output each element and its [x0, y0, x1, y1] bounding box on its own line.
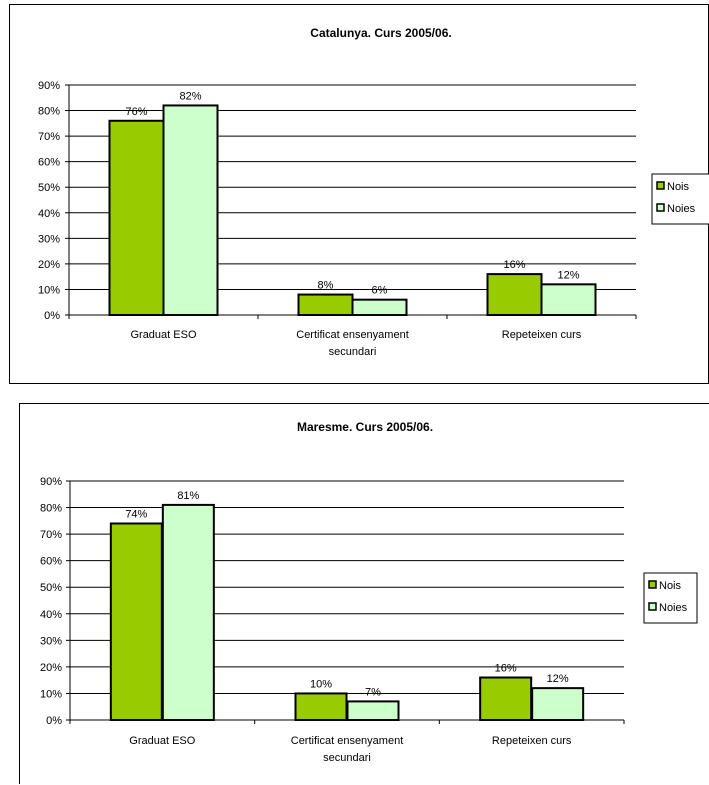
chart-title: Maresme. Curs 2005/06. [297, 420, 433, 434]
bar-nois [486, 273, 543, 317]
data-label: 74% [125, 508, 147, 520]
legend-swatch [648, 580, 657, 589]
legend-swatch [656, 181, 665, 190]
data-label: 82% [179, 90, 201, 102]
bar-nois [108, 119, 165, 317]
category-label: Certificat ensenyament [296, 329, 409, 341]
bar-noies [162, 104, 219, 316]
y-tick-label: 80% [40, 503, 62, 515]
data-label: 16% [495, 663, 517, 675]
y-tick-label: 30% [40, 635, 62, 647]
bar-chart-maresme: Maresme. Curs 2005/06. 0% 10% 20% 30% 40% 50% 6… [40, 420, 698, 764]
bar-nois [297, 293, 354, 316]
bar-nois [109, 522, 163, 721]
category-label: secundari [323, 752, 371, 764]
y-tick-label: 20% [38, 259, 60, 271]
legend-label: Noies [659, 602, 688, 614]
bar-chart-catalunya: Catalunya. Curs 2005/06. 0% 10% 20% 30% 40% 50… [38, 26, 709, 358]
chart-title: Catalunya. Curs 2005/06. [310, 26, 451, 40]
legend-label: Noies [667, 203, 696, 215]
y-tick-label: 60% [40, 556, 62, 568]
bar-nois [294, 692, 348, 722]
y-tick-label: 30% [38, 233, 60, 245]
chart-catalunya: Catalunya. Curs 2005/06. 0% 10% 20% 30% 40% 50… [9, 4, 709, 384]
y-tick-label: 20% [40, 662, 62, 674]
data-label: 81% [177, 490, 199, 502]
bar-noies [346, 700, 400, 721]
data-label: 8% [318, 280, 334, 292]
y-tick-label: 60% [38, 157, 60, 169]
bar-noies [540, 283, 597, 317]
y-tick-label: 0% [46, 715, 62, 727]
legend-label: Nois [667, 181, 690, 193]
bar-noies [531, 687, 585, 721]
y-tick-label: 50% [40, 582, 62, 594]
legend-swatch [648, 602, 657, 611]
y-tick-label: 90% [38, 80, 60, 92]
legend-swatch [656, 203, 665, 212]
y-tick-label: 40% [38, 208, 60, 220]
category-label: Repeteixen curs [492, 735, 572, 747]
category-label: secundari [329, 346, 377, 358]
legend-label: Nois [659, 580, 682, 592]
category-label: Graduat ESO [130, 329, 196, 341]
y-tick-label: 10% [40, 688, 62, 700]
y-tick-label: 10% [38, 284, 60, 296]
data-label: 16% [503, 259, 525, 271]
y-tick-label: 70% [40, 529, 62, 541]
y-tick-label: 0% [44, 310, 60, 322]
category-label: Graduat ESO [129, 735, 195, 747]
data-label: 10% [310, 678, 332, 690]
y-tick-label: 40% [40, 609, 62, 621]
y-tick-label: 70% [38, 131, 60, 143]
chart-maresme: Maresme. Curs 2005/06. 0% 10% 20% 30% 40% 50% 6… [19, 403, 709, 784]
category-label: Certificat ensenyament [291, 735, 404, 747]
y-tick-label: 50% [38, 182, 60, 194]
category-label: Repeteixen curs [502, 329, 582, 341]
data-label: 12% [547, 673, 569, 685]
bar-noies [161, 503, 215, 722]
y-tick-label: 80% [38, 106, 60, 118]
bar-nois [479, 676, 533, 721]
data-label: 76% [125, 106, 147, 118]
bar-noies [351, 298, 408, 316]
data-label: 6% [372, 285, 388, 297]
data-label: 7% [365, 686, 381, 698]
data-label: 12% [557, 269, 579, 281]
y-tick-label: 90% [40, 476, 62, 488]
